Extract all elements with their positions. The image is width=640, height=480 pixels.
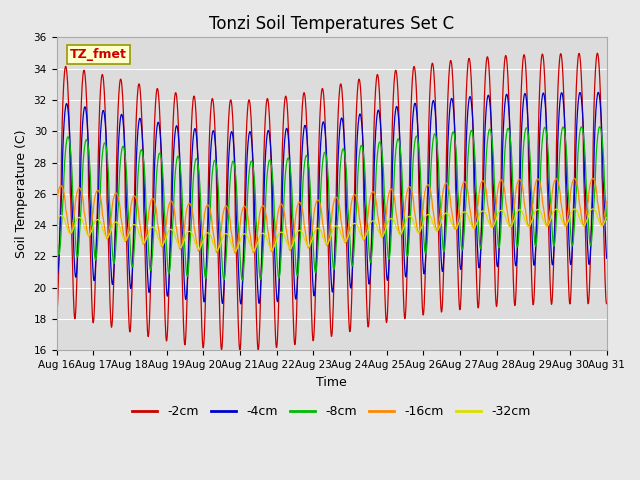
-8cm <box>596 124 604 130</box>
-4cm <box>595 89 602 95</box>
-2cm <box>417 271 425 277</box>
-4cm <box>538 99 545 105</box>
Line: -16cm: -16cm <box>56 179 607 253</box>
-4cm <box>237 301 244 307</box>
-8cm <box>417 193 425 199</box>
-2cm <box>538 54 545 60</box>
-4cm <box>417 219 425 225</box>
-32cm <box>589 206 596 212</box>
Legend: -2cm, -4cm, -8cm, -16cm, -32cm: -2cm, -4cm, -8cm, -16cm, -32cm <box>127 400 536 423</box>
X-axis label: Time: Time <box>316 376 347 389</box>
Line: -8cm: -8cm <box>56 127 607 280</box>
-16cm <box>589 176 596 181</box>
-32cm <box>232 248 239 254</box>
-32cm <box>237 235 244 241</box>
-16cm <box>162 226 170 232</box>
-32cm <box>489 224 497 230</box>
-2cm <box>175 135 182 141</box>
-16cm <box>489 222 497 228</box>
-32cm <box>175 243 182 249</box>
-4cm <box>603 255 611 261</box>
-8cm <box>489 149 497 155</box>
-16cm <box>538 189 545 194</box>
-32cm <box>417 226 425 231</box>
Line: -2cm: -2cm <box>56 53 607 350</box>
Line: -4cm: -4cm <box>56 92 607 304</box>
-8cm <box>538 147 545 153</box>
-2cm <box>52 312 60 318</box>
-2cm <box>489 205 497 211</box>
-2cm <box>236 348 244 353</box>
-8cm <box>239 277 246 283</box>
-2cm <box>162 325 170 331</box>
-32cm <box>52 221 60 227</box>
-32cm <box>603 215 611 220</box>
-8cm <box>237 261 244 266</box>
Title: Tonzi Soil Temperatures Set C: Tonzi Soil Temperatures Set C <box>209 15 454 33</box>
-4cm <box>489 179 497 185</box>
-4cm <box>52 265 60 271</box>
Y-axis label: Soil Temperature (C): Soil Temperature (C) <box>15 130 28 258</box>
-16cm <box>417 218 425 224</box>
-4cm <box>162 266 170 272</box>
-16cm <box>603 199 611 204</box>
-4cm <box>175 138 182 144</box>
Text: TZ_fmet: TZ_fmet <box>70 48 127 61</box>
-8cm <box>162 225 170 230</box>
-16cm <box>237 215 244 221</box>
-8cm <box>603 217 611 223</box>
-2cm <box>603 301 611 307</box>
-16cm <box>52 206 60 212</box>
-32cm <box>162 236 170 242</box>
-16cm <box>232 250 239 256</box>
-16cm <box>175 242 182 248</box>
-8cm <box>175 155 182 160</box>
Line: -32cm: -32cm <box>56 209 607 251</box>
-2cm <box>237 339 244 345</box>
-4cm <box>237 300 244 306</box>
-32cm <box>538 211 545 217</box>
-2cm <box>593 50 601 56</box>
-8cm <box>52 226 60 231</box>
